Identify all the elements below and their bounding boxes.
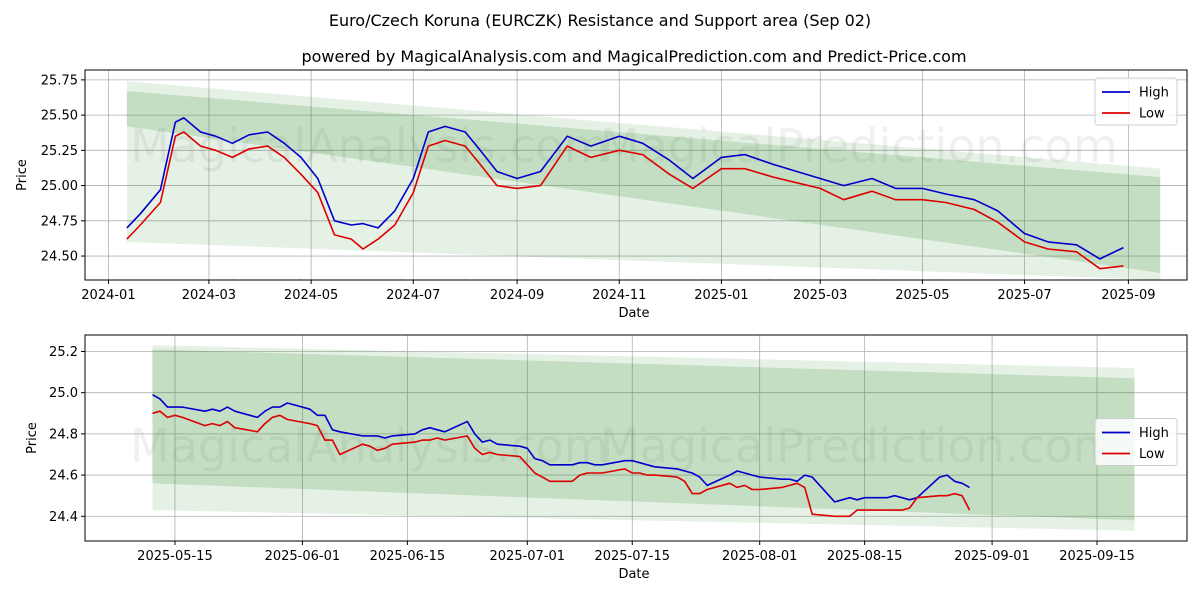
x-tick-label: 2025-08-15 xyxy=(827,549,903,564)
y-tick-label: 25.2 xyxy=(49,345,78,360)
x-tick-label: 2025-05-15 xyxy=(137,549,213,564)
x-tick-label: 2025-07 xyxy=(997,288,1051,303)
series-line-low xyxy=(152,410,971,518)
axes-frame xyxy=(84,69,1188,281)
y-tick-label: 24.4 xyxy=(49,510,78,525)
watermark-text: MagicalAnalysis.com xyxy=(130,271,609,325)
support-resistance-band xyxy=(152,349,1135,521)
series-group xyxy=(152,394,971,518)
x-tick-label: 2024-07 xyxy=(386,288,440,303)
x-axis-label: Date xyxy=(618,306,649,321)
axes-frame xyxy=(84,334,1188,542)
series-group xyxy=(126,117,1124,270)
band-group xyxy=(152,345,1135,531)
x-tick-label: 2024-09 xyxy=(490,288,544,303)
x-tick-label: 2024-11 xyxy=(592,288,646,303)
x-tick-label: 2024-01 xyxy=(81,288,135,303)
x-tick-label: 2025-09 xyxy=(1101,288,1155,303)
top-panel: MagicalAnalysis.comMagicalPrediction.com… xyxy=(15,69,1188,325)
y-axis-label: Price xyxy=(15,159,30,191)
legend-label-high: High xyxy=(1139,426,1169,441)
y-tick-label: 24.8 xyxy=(49,427,78,442)
support-resistance-band xyxy=(126,91,1161,273)
watermark-text: MagicalPrediction.com xyxy=(600,419,1118,473)
x-tick-label: 2025-05 xyxy=(895,288,949,303)
y-tick-label: 24.6 xyxy=(49,469,78,484)
x-tick-label: 2025-07-01 xyxy=(490,549,566,564)
y-tick-label: 25.0 xyxy=(49,386,78,401)
support-resistance-band xyxy=(126,81,1161,280)
series-line-high xyxy=(126,117,1124,260)
series-line-high xyxy=(152,394,970,503)
watermark-text: MagicalPrediction.com xyxy=(600,271,1118,325)
y-tick-label: 25.50 xyxy=(41,109,78,124)
legend: High Low xyxy=(1094,418,1178,466)
x-tick-label: 2024-05 xyxy=(284,288,338,303)
x-tick-label: 2025-09-01 xyxy=(954,549,1030,564)
legend-label-low: Low xyxy=(1139,447,1165,462)
y-tick-label: 25.75 xyxy=(41,73,78,88)
y-tick-label: 25.25 xyxy=(41,144,78,159)
x-tick-label: 2025-03 xyxy=(793,288,847,303)
bottom-panel: MagicalAnalysis.comMagicalPrediction.com… xyxy=(25,334,1188,582)
watermark-text: MagicalPrediction.com xyxy=(600,119,1118,173)
y-axis-label: Price xyxy=(25,422,40,454)
watermark-text: MagicalAnalysis.com xyxy=(130,119,609,173)
x-tick-label: 2025-01 xyxy=(694,288,748,303)
x-tick-label: 2024-03 xyxy=(182,288,236,303)
x-tick-label: 2025-06-01 xyxy=(265,549,341,564)
chart-subtitle: powered by MagicalAnalysis.com and Magic… xyxy=(301,47,966,66)
series-line-low xyxy=(126,131,1124,270)
y-tick-label: 24.75 xyxy=(41,214,78,229)
legend: High Low xyxy=(1094,77,1178,126)
y-tick-label: 24.50 xyxy=(41,250,78,265)
legend-label-low: Low xyxy=(1139,107,1165,122)
chart-title: Euro/Czech Koruna (EURCZK) Resistance an… xyxy=(329,11,871,30)
x-tick-label: 2025-06-15 xyxy=(370,549,446,564)
support-resistance-band xyxy=(152,345,1135,531)
x-tick-label: 2025-07-15 xyxy=(594,549,670,564)
x-tick-label: 2025-08-01 xyxy=(722,549,798,564)
x-axis-label: Date xyxy=(618,567,649,582)
watermark-group: MagicalAnalysis.comMagicalPrediction.com… xyxy=(130,119,1118,325)
legend-label-high: High xyxy=(1139,86,1169,101)
x-tick-label: 2025-09-15 xyxy=(1059,549,1135,564)
band-group xyxy=(126,81,1161,280)
y-tick-label: 25.00 xyxy=(41,179,78,194)
